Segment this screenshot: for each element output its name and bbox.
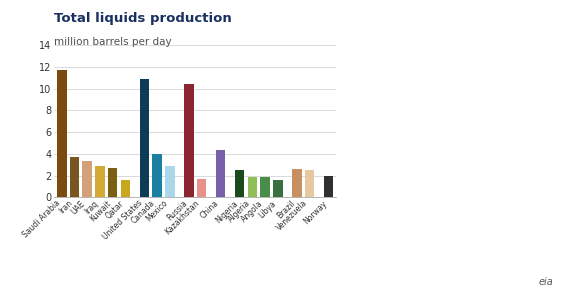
Text: eia: eia bbox=[538, 277, 553, 287]
Bar bbox=[247, 177, 257, 197]
Bar bbox=[184, 84, 194, 197]
Bar bbox=[216, 149, 225, 197]
Bar bbox=[121, 180, 130, 197]
Text: million barrels per day: million barrels per day bbox=[54, 37, 172, 48]
Bar bbox=[108, 168, 117, 197]
Text: Total liquids production: Total liquids production bbox=[54, 12, 232, 24]
Bar bbox=[95, 166, 105, 197]
Bar bbox=[165, 166, 174, 197]
Bar bbox=[324, 176, 333, 197]
Bar bbox=[197, 179, 206, 197]
Bar bbox=[273, 180, 283, 197]
Bar bbox=[305, 170, 315, 197]
Bar bbox=[70, 157, 79, 197]
Bar bbox=[292, 169, 302, 197]
Bar bbox=[140, 79, 149, 197]
Bar bbox=[83, 162, 92, 197]
Bar bbox=[260, 177, 270, 197]
Bar bbox=[152, 154, 162, 197]
Bar bbox=[235, 170, 245, 197]
Bar bbox=[57, 70, 67, 197]
